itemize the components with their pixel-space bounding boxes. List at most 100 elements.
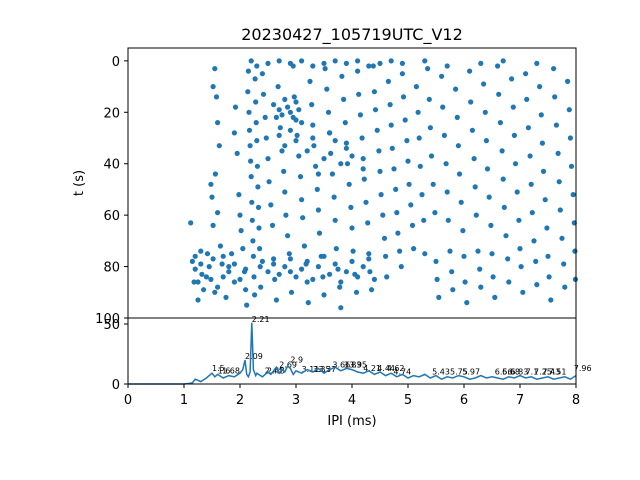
raster-point-71 xyxy=(269,222,276,228)
raster-point-266 xyxy=(557,207,563,213)
raster-point-186 xyxy=(433,258,439,264)
raster-point-81 xyxy=(283,212,289,218)
raster-point-117 xyxy=(333,246,339,252)
raster-point-48 xyxy=(249,217,255,223)
raster-point-324 xyxy=(271,261,277,267)
raster-point-158 xyxy=(391,166,397,172)
histogram-y-tick-label: 50 xyxy=(103,318,120,333)
raster-point-21 xyxy=(212,171,218,177)
raster-point-175 xyxy=(416,135,422,141)
raster-point-91 xyxy=(297,174,304,180)
histogram-x-tick-label: 3 xyxy=(292,393,300,408)
raster-point-57 xyxy=(254,163,260,169)
raster-point-62 xyxy=(257,264,263,270)
raster-point-129 xyxy=(350,248,356,254)
raster-point-120 xyxy=(338,305,344,311)
peak-label: 1.5 xyxy=(212,364,225,373)
raster-point-183 xyxy=(428,153,435,159)
raster-point-98 xyxy=(307,78,313,84)
raster-point-53 xyxy=(252,76,258,82)
raster-point-46 xyxy=(248,174,254,180)
raster-point-60 xyxy=(256,225,262,231)
raster-point-292 xyxy=(399,60,405,66)
raster-point-242 xyxy=(520,289,526,295)
raster-point-27 xyxy=(226,264,232,270)
raster-point-257 xyxy=(544,225,550,231)
raster-point-41 xyxy=(245,89,251,95)
raster-point-92 xyxy=(299,197,305,203)
peak-label: 1.6 xyxy=(218,366,231,375)
raster-point-315 xyxy=(332,138,338,144)
raster-point-201 xyxy=(456,171,463,177)
raster-point-82 xyxy=(285,233,291,239)
raster-point-251 xyxy=(534,282,540,288)
raster-point-66 xyxy=(262,114,268,120)
raster-point-160 xyxy=(394,210,400,216)
raster-point-70 xyxy=(268,202,274,208)
raster-point-298 xyxy=(282,96,288,102)
histogram-x-tick-label: 5 xyxy=(404,393,412,408)
raster-point-101 xyxy=(311,143,317,149)
peak-label: 4.21 xyxy=(363,364,381,373)
raster-point-36 xyxy=(240,246,246,252)
raster-point-87 xyxy=(291,94,297,100)
raster-y-tick-label: 40 xyxy=(103,158,120,173)
raster-point-196 xyxy=(449,269,455,275)
raster-point-349 xyxy=(203,274,209,280)
raster-point-15 xyxy=(210,222,216,228)
raster-point-255 xyxy=(540,168,547,174)
raster-point-270 xyxy=(565,78,571,84)
raster-point-200 xyxy=(455,143,461,149)
raster-point-308 xyxy=(287,127,293,133)
raster-point-108 xyxy=(321,292,327,298)
raster-point-346 xyxy=(237,276,243,282)
raster-point-80 xyxy=(282,189,288,195)
raster-point-78 xyxy=(279,148,285,154)
raster-point-297 xyxy=(534,60,540,66)
chart-title: 20230427_105719UTC_V12 xyxy=(241,25,463,45)
raster-point-312 xyxy=(304,148,310,154)
peak-label: 3.66 xyxy=(332,360,350,369)
raster-point-100 xyxy=(310,122,316,128)
raster-point-79 xyxy=(281,168,287,174)
raster-point-240 xyxy=(517,246,523,252)
raster-point-132 xyxy=(355,68,361,74)
raster-point-208 xyxy=(468,99,474,105)
raster-point-102 xyxy=(313,163,319,169)
raster-point-232 xyxy=(505,256,511,262)
raster-point-227 xyxy=(497,120,503,126)
raster-point-61 xyxy=(257,246,263,252)
raster-point-301 xyxy=(290,114,296,120)
raster-point-269 xyxy=(562,284,568,290)
raster-point-64 xyxy=(259,71,265,77)
raster-point-69 xyxy=(266,179,272,185)
raster-point-168 xyxy=(405,158,411,164)
raster-point-150 xyxy=(380,212,386,218)
raster-point-134 xyxy=(357,112,363,118)
raster-point-279 xyxy=(254,63,260,69)
raster-point-259 xyxy=(546,274,552,280)
raster-point-133 xyxy=(356,91,362,97)
raster-point-75 xyxy=(275,84,281,90)
raster-point-188 xyxy=(436,294,442,300)
raster-point-42 xyxy=(246,109,252,115)
raster-point-153 xyxy=(384,274,390,280)
raster-point-225 xyxy=(495,63,501,69)
raster-point-233 xyxy=(506,279,512,285)
raster-point-195 xyxy=(447,248,453,254)
peak-label: 3.37 xyxy=(318,365,336,374)
raster-point-38 xyxy=(243,287,249,293)
peak-label: 5.97 xyxy=(462,368,480,377)
raster-point-166 xyxy=(402,117,408,123)
raster-point-341 xyxy=(366,256,372,262)
raster-point-32 xyxy=(234,150,240,156)
raster-point-155 xyxy=(387,102,393,108)
raster-point-151 xyxy=(381,235,388,241)
raster-point-118 xyxy=(335,266,341,272)
raster-point-274 xyxy=(570,192,576,198)
raster-point-52 xyxy=(252,292,258,298)
raster-point-169 xyxy=(406,181,412,187)
raster-point-237 xyxy=(512,161,519,167)
peak-label: 7.1 xyxy=(526,368,539,377)
raster-point-299 xyxy=(285,104,291,110)
